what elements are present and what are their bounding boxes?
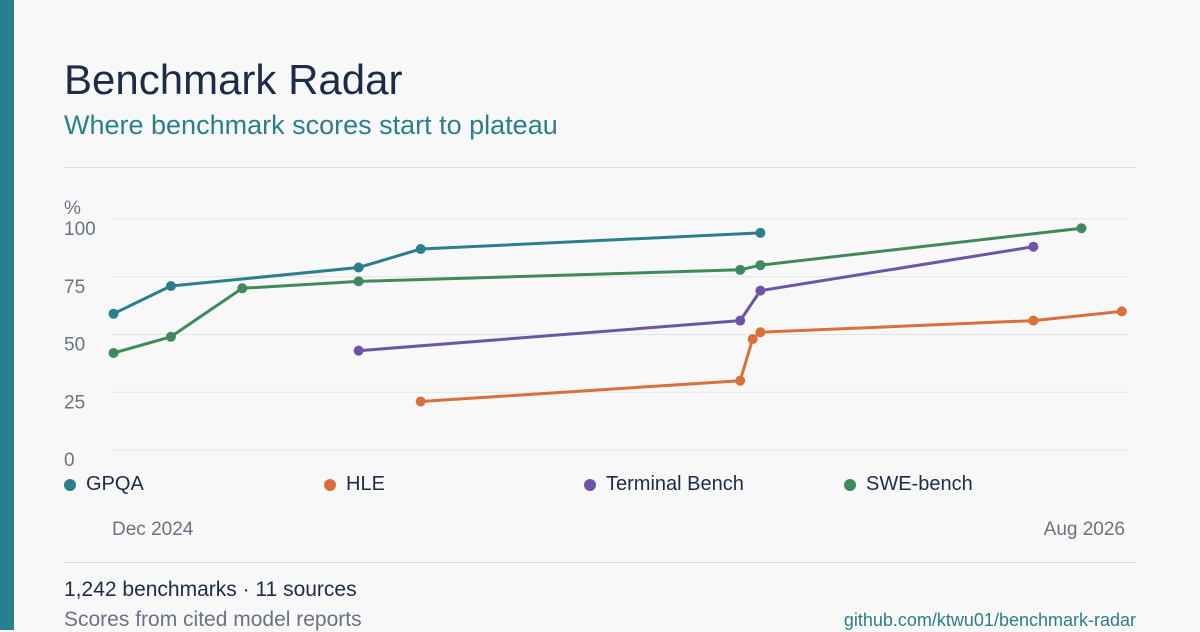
legend-label-gpqa: GPQA xyxy=(86,473,144,495)
data-point-hle-4 xyxy=(1028,315,1039,326)
data-point-hle-2 xyxy=(747,334,758,345)
data-point-hle-0 xyxy=(415,396,426,407)
x-tick-label-1: Aug 2026 xyxy=(1044,519,1125,540)
y-tick-label-25: 25 xyxy=(64,392,85,413)
data-point-hle-5 xyxy=(1116,306,1127,317)
legend-label-terminal-bench: Terminal Bench xyxy=(606,473,744,495)
data-point-terminal-bench-0 xyxy=(353,345,364,356)
y-tick-label-100: 100 xyxy=(64,219,96,240)
legend-marker-hle xyxy=(324,479,336,491)
data-point-swe-bench-6 xyxy=(1076,223,1087,234)
data-point-terminal-bench-2 xyxy=(755,285,766,296)
benchmark-stats: 1,242 benchmarks · 11 sources xyxy=(64,578,357,601)
data-point-hle-1 xyxy=(735,375,746,386)
y-tick-label-50: 50 xyxy=(64,335,85,356)
legend-label-hle: HLE xyxy=(346,473,385,495)
data-point-gpqa-1 xyxy=(165,280,176,291)
data-point-terminal-bench-3 xyxy=(1028,241,1039,252)
data-point-hle-3 xyxy=(755,327,766,338)
legend-marker-swe-bench xyxy=(844,479,856,491)
data-point-swe-bench-1 xyxy=(165,331,176,342)
data-point-gpqa-4 xyxy=(755,227,766,238)
data-point-gpqa-0 xyxy=(108,308,119,319)
y-axis-label: % xyxy=(64,198,81,219)
repo-link[interactable]: github.com/ktwu01/benchmark-radar xyxy=(843,610,1136,630)
page-subtitle: Where benchmark scores start to plateau xyxy=(64,110,558,140)
bottom-divider xyxy=(64,562,1137,563)
legend-marker-gpqa xyxy=(64,479,76,491)
data-point-swe-bench-4 xyxy=(735,264,746,275)
data-point-terminal-bench-1 xyxy=(735,315,746,326)
x-tick-label-0: Dec 2024 xyxy=(112,519,194,540)
page-title: Benchmark Radar xyxy=(64,56,403,103)
series-line-terminal-bench xyxy=(357,245,1035,353)
top-divider xyxy=(64,167,1137,168)
data-point-swe-bench-3 xyxy=(353,276,364,287)
data-point-swe-bench-0 xyxy=(108,347,119,358)
data-point-gpqa-2 xyxy=(353,262,364,273)
y-tick-label-0: 0 xyxy=(64,450,75,471)
source-note: Scores from cited model reports xyxy=(64,608,362,631)
y-tick-label-75: 75 xyxy=(64,277,85,298)
accent-bar xyxy=(0,0,14,630)
data-point-swe-bench-5 xyxy=(755,260,766,271)
data-point-swe-bench-2 xyxy=(237,283,248,294)
legend-marker-terminal-bench xyxy=(584,479,596,491)
series-line-hle xyxy=(419,309,1124,403)
data-point-gpqa-3 xyxy=(415,244,426,255)
legend-label-swe-bench: SWE-bench xyxy=(866,473,973,495)
